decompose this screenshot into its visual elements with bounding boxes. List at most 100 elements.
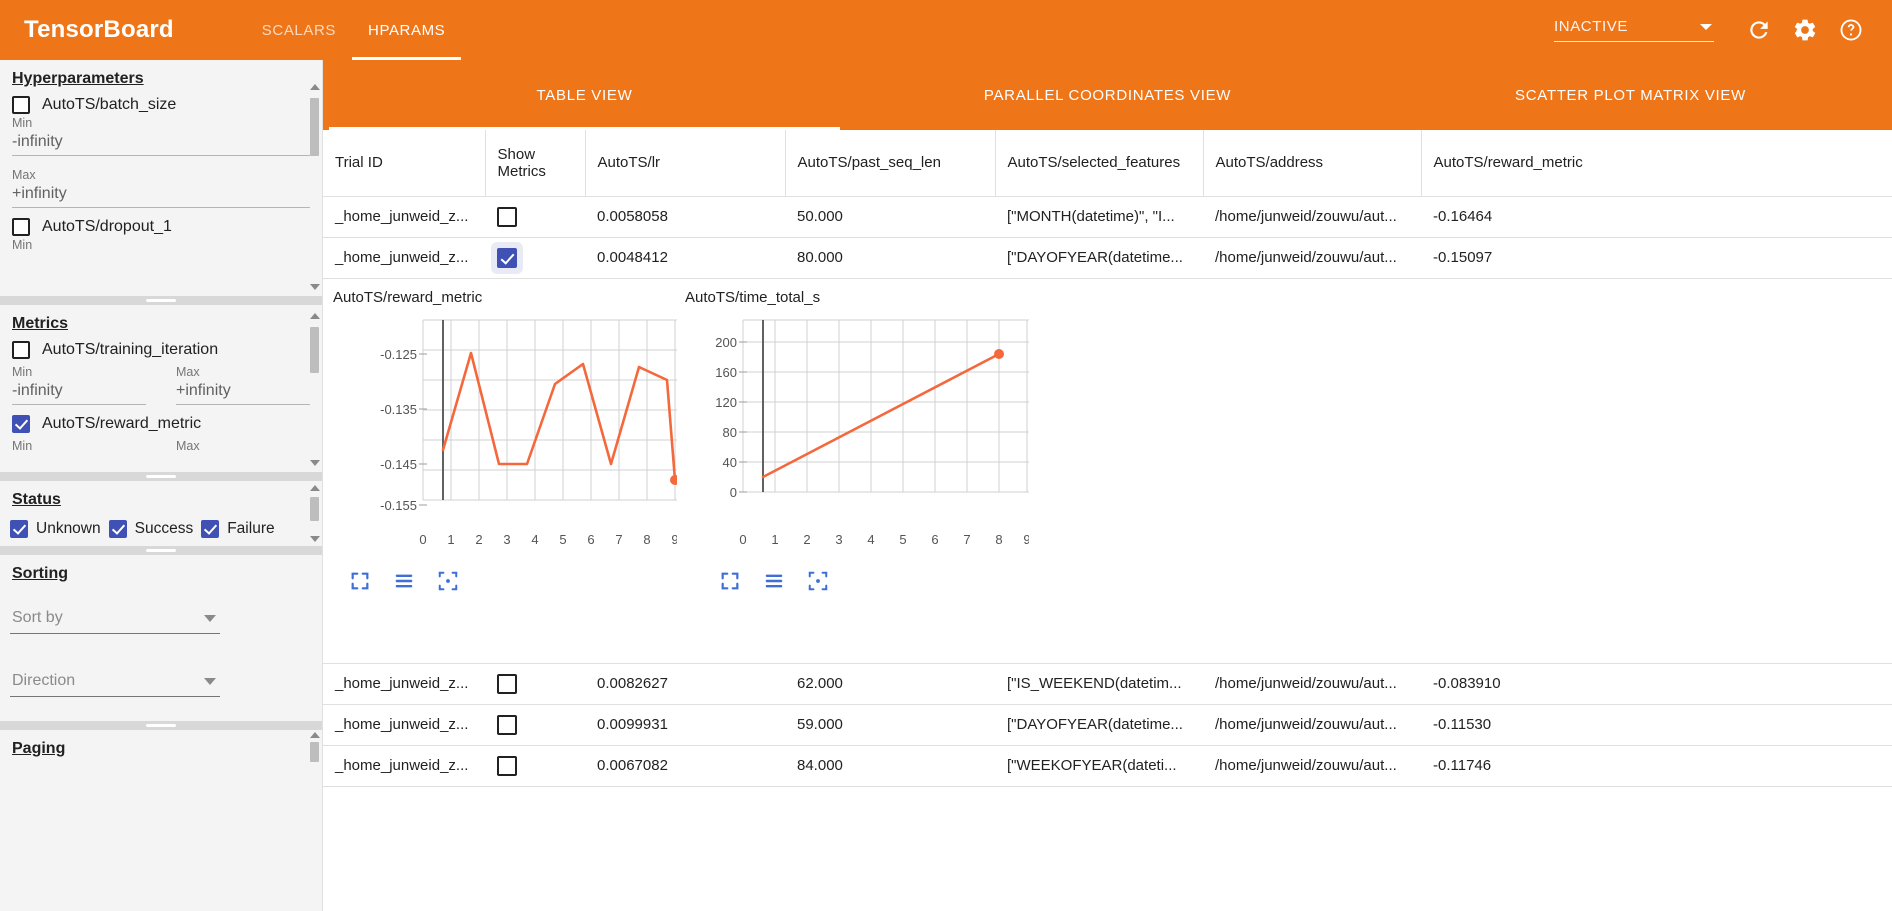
hparam-batch-size-max-field[interactable]: Max +infinity	[10, 168, 310, 208]
scroll-up-arrow-icon[interactable]	[310, 485, 320, 491]
max-value: +infinity	[12, 185, 310, 208]
chevron-down-icon	[1700, 24, 1712, 30]
nav-tab-hparams[interactable]: HPARAMS	[352, 0, 462, 60]
status-success-checkbox[interactable]	[108, 520, 127, 538]
show-metrics-checkbox[interactable]	[497, 755, 517, 776]
cell-show-metrics[interactable]	[485, 196, 585, 238]
grid-lines	[742, 319, 1029, 492]
column-header-lr[interactable]: AutoTS/lr	[585, 130, 786, 197]
cell-show-metrics[interactable]	[485, 663, 585, 705]
table-row[interactable]: _home_junweid_z... 0.0082627 62.000 ["IS…	[323, 663, 1892, 705]
show-metrics-checkbox[interactable]	[497, 673, 517, 694]
settings-gear-icon[interactable]	[1782, 7, 1828, 53]
metric-item-training-iteration[interactable]: AutoTS/training_iteration	[12, 341, 310, 359]
hyperparameters-scrollbar[interactable]	[309, 84, 320, 290]
fullscreen-icon[interactable]	[347, 568, 373, 594]
hparams-table-wrapper: Trial ID Show Metrics AutoTS/lr AutoTS/p…	[323, 130, 1892, 787]
tab-parallel-coordinates-view[interactable]: PARALLEL COORDINATES VIEW	[846, 60, 1369, 130]
cell-show-metrics[interactable]	[485, 745, 585, 787]
scrollbar-thumb[interactable]	[310, 742, 319, 762]
cell-address: /home/junweid/zouwu/aut...	[1203, 704, 1421, 746]
hparam-dropout-1-checkbox[interactable]	[12, 218, 30, 236]
column-header-reward-metric[interactable]: AutoTS/reward_metric	[1421, 130, 1892, 197]
metric-reward-metric-min-field[interactable]: Min	[10, 439, 146, 456]
metrics-panel: Metrics AutoTS/training_iteration Min -i…	[0, 305, 322, 472]
metric-item-reward-metric[interactable]: AutoTS/reward_metric	[12, 415, 310, 433]
metric-training-iteration-checkbox[interactable]	[12, 341, 30, 359]
status-failure-checkbox[interactable]	[201, 520, 220, 538]
cell-selected-features: ["DAYOFYEAR(datetime...	[995, 704, 1203, 746]
lines-icon[interactable]	[761, 568, 787, 594]
hparam-item-batch-size[interactable]: AutoTS/batch_size	[12, 96, 310, 114]
scrollbar-thumb[interactable]	[310, 497, 319, 521]
table-row[interactable]: _home_junweid_z... 0.0067082 84.000 ["WE…	[323, 745, 1892, 787]
lines-icon[interactable]	[391, 568, 417, 594]
fit-domain-icon[interactable]	[805, 568, 831, 594]
scroll-up-arrow-icon[interactable]	[310, 84, 320, 90]
panel-splitter-2[interactable]	[0, 472, 322, 481]
y-tick-0: 200	[715, 335, 737, 350]
chevron-down-icon	[204, 615, 216, 622]
tab-table-view[interactable]: TABLE VIEW	[323, 60, 846, 130]
cell-lr: 0.0067082	[585, 745, 785, 787]
hparam-batch-size-min-field[interactable]: Min -infinity	[10, 116, 310, 156]
show-metrics-checkbox[interactable]	[497, 206, 517, 227]
status-scrollbar[interactable]	[309, 485, 320, 542]
panel-splitter-1[interactable]	[0, 296, 322, 305]
column-header-past-seq-len[interactable]: AutoTS/past_seq_len	[785, 130, 996, 197]
metric-reward-metric-checkbox[interactable]	[12, 415, 30, 433]
x-tick-1: 1	[771, 532, 778, 547]
min-value: -infinity	[12, 382, 146, 405]
tab-scatter-plot-matrix-view[interactable]: SCATTER PLOT MATRIX VIEW	[1369, 60, 1892, 130]
scroll-up-arrow-icon[interactable]	[310, 732, 320, 738]
metric-reward-metric-max-field[interactable]: Max	[174, 439, 310, 456]
metric-training-iteration-min-field[interactable]: Min -infinity	[10, 365, 146, 405]
run-status-select[interactable]: INACTIVE	[1554, 18, 1714, 42]
column-header-show-metrics[interactable]: Show Metrics	[485, 130, 586, 197]
sort-by-select[interactable]: Sort by	[10, 609, 220, 634]
paging-scrollbar[interactable]	[309, 732, 320, 788]
scrollbar-thumb[interactable]	[310, 98, 319, 156]
nav-tab-scalars[interactable]: SCALARS	[246, 0, 352, 60]
help-circle-icon[interactable]	[1828, 7, 1874, 53]
table-row[interactable]: _home_junweid_z... 0.0048412 80.000 ["DA…	[323, 237, 1892, 279]
hyperparameters-panel: Hyperparameters AutoTS/batch_size Min -i…	[0, 60, 322, 296]
cell-address: /home/junweid/zouwu/aut...	[1203, 196, 1421, 238]
cell-lr: 0.0048412	[585, 237, 785, 279]
cell-show-metrics[interactable]	[485, 704, 585, 746]
cell-past-seq-len: 62.000	[785, 663, 995, 705]
metric-training-iteration-max-field[interactable]: Max +infinity	[174, 365, 310, 405]
hparam-item-dropout-1[interactable]: AutoTS/dropout_1	[12, 218, 310, 236]
column-header-trial-id[interactable]: Trial ID	[323, 130, 486, 197]
column-header-address[interactable]: AutoTS/address	[1203, 130, 1422, 197]
fit-domain-icon[interactable]	[435, 568, 461, 594]
status-item-unknown[interactable]: Unknown	[10, 520, 101, 538]
cell-show-metrics[interactable]	[485, 237, 585, 279]
direction-select[interactable]: Direction	[10, 672, 220, 697]
hparam-dropout-1-min-field[interactable]: Min	[10, 238, 310, 252]
column-header-selected-features[interactable]: AutoTS/selected_features	[995, 130, 1204, 197]
refresh-icon[interactable]	[1736, 7, 1782, 53]
status-item-failure[interactable]: Failure	[201, 520, 275, 538]
metrics-scrollbar[interactable]	[309, 313, 320, 466]
scroll-down-arrow-icon[interactable]	[310, 460, 320, 466]
table-row[interactable]: _home_junweid_z... 0.0058058 50.000 ["MO…	[323, 196, 1892, 238]
scroll-up-arrow-icon[interactable]	[310, 313, 320, 319]
hparam-batch-size-checkbox[interactable]	[12, 96, 30, 114]
x-tick-labels: 0 1 2 3 4 5 6 7 8 9	[739, 532, 1029, 547]
chart-plot-time-total-s[interactable]: 200 160 120 80 40 0	[683, 312, 1029, 562]
panel-splitter-4[interactable]	[0, 721, 322, 730]
panel-splitter-3[interactable]	[0, 546, 322, 555]
status-item-success[interactable]: Success	[108, 520, 193, 538]
fullscreen-icon[interactable]	[717, 568, 743, 594]
chart-plot-reward-metric[interactable]: -0.125 -0.135 -0.145 -0.155	[331, 312, 680, 562]
scroll-down-arrow-icon[interactable]	[310, 284, 320, 290]
table-row[interactable]: _home_junweid_z... 0.0099931 59.000 ["DA…	[323, 704, 1892, 746]
show-metrics-checkbox[interactable]	[497, 714, 517, 735]
scroll-down-arrow-icon[interactable]	[310, 536, 320, 542]
scrollbar-thumb[interactable]	[310, 327, 319, 373]
status-unknown-checkbox[interactable]	[10, 520, 28, 538]
show-metrics-checkbox[interactable]	[497, 247, 517, 268]
time-total-s-series	[761, 352, 1001, 478]
metric-reward-metric-range: Min Max	[10, 439, 310, 456]
